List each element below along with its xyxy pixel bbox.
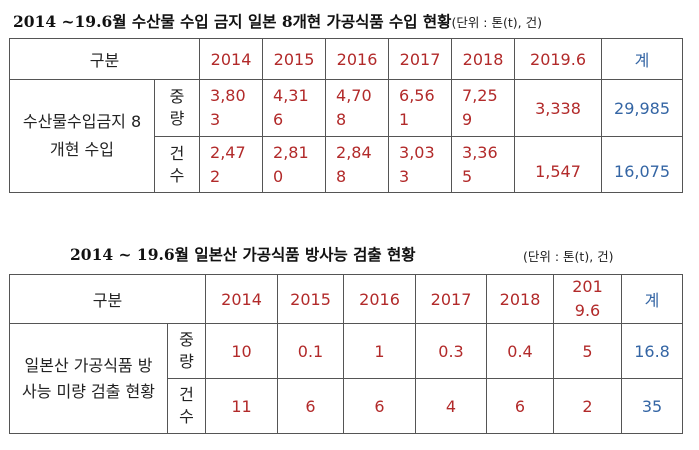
cell-value: 4,316 (262, 79, 327, 137)
cell-value: 2 (553, 378, 623, 434)
header-total: 계 (621, 274, 684, 324)
cell-total: 16.8 (621, 323, 684, 379)
cell-value: 3,338 (514, 79, 603, 137)
cell-value: 6 (343, 378, 417, 434)
cell-value: 2,810 (262, 136, 327, 193)
table1-title: 2014 ~19.6월 수산물 수입 금지 일본 8개현 가공식품 수입 현황(… (13, 12, 542, 31)
header-year: 2015 (262, 38, 327, 80)
cell-value: 6 (277, 378, 345, 434)
cell-value: 7,259 (451, 79, 516, 137)
cell-total: 16,075 (601, 136, 684, 193)
cell-value: 1 (343, 323, 417, 379)
header-year: 2019.6 (514, 38, 603, 80)
table-row: 건수 2,472 2,810 2,848 3,033 3,365 1,547 1… (10, 136, 684, 193)
header-year: 2014 (205, 274, 279, 324)
cell-total: 29,985 (601, 79, 684, 137)
table-row: 건수 11 6 6 4 6 2 35 (10, 378, 684, 434)
table2-header-row: 구분 2014 2015 2016 2017 2018 2019.6 계 (8, 274, 684, 324)
header-year: 2017 (388, 38, 453, 80)
row-sub-label: 중량 (166, 323, 207, 379)
row-sub-label: 건수 (153, 136, 201, 193)
cell-value: 0.3 (415, 323, 488, 379)
cell-value: 6 (486, 378, 555, 434)
import-status-table: 구분 2014 2015 2016 2017 2018 2019.6 계 수산물… (8, 38, 684, 193)
header-year: 2015 (277, 274, 345, 324)
table2-title: 2014 ~ 19.6월 일본산 가공식품 방사능 검출 현황 (70, 245, 416, 264)
table1-header-row: 구분 2014 2015 2016 2017 2018 2019.6 계 (8, 38, 684, 80)
header-total: 계 (601, 38, 684, 80)
header-year: 2017 (415, 274, 488, 324)
header-year: 2014 (199, 38, 264, 80)
cell-value: 0.4 (486, 323, 555, 379)
cell-value: 2,848 (325, 136, 390, 193)
row-group-label: 수산물수입금지 8개현 수입 (9, 79, 155, 193)
cell-value: 3,803 (199, 79, 264, 137)
header-label: 구분 (8, 38, 201, 80)
header-year: 2019.6 (553, 274, 623, 324)
table1-unit: (단위 : 톤(t), 건) (451, 15, 542, 30)
cell-value: 3,033 (388, 136, 453, 193)
row-sub-label: 건수 (166, 378, 207, 434)
table-row: 일본산 가공식품 방사능 미량 검출 현황 중량 10 0.1 1 0.3 0.… (9, 323, 684, 434)
cell-value: 6,561 (388, 79, 453, 137)
cell-value: 10 (205, 323, 279, 379)
header-label: 구분 (8, 274, 207, 324)
table-row: 수산물수입금지 8개현 수입 중량 3,803 4,316 4,708 6,56… (9, 79, 684, 193)
cell-value: 11 (205, 378, 279, 434)
radiation-detection-table: 구분 2014 2015 2016 2017 2018 2019.6 계 일본산… (8, 274, 684, 434)
row-sub-label: 중량 (153, 79, 201, 137)
header-year: 2016 (343, 274, 417, 324)
cell-value: 5 (553, 323, 623, 379)
header-year: 2018 (451, 38, 516, 80)
cell-value: 1,547 (514, 136, 603, 193)
cell-value: 2,472 (199, 136, 264, 193)
cell-value: 0.1 (277, 323, 345, 379)
header-year: 2018 (486, 274, 555, 324)
header-year: 2016 (325, 38, 390, 80)
cell-total: 35 (621, 378, 684, 434)
cell-value: 3,365 (451, 136, 516, 193)
cell-value: 4 (415, 378, 488, 434)
row-group-label: 일본산 가공식품 방사능 미량 검출 현황 (9, 323, 168, 434)
table2-unit: (단위 : 톤(t), 건) (523, 249, 614, 264)
cell-value: 4,708 (325, 79, 390, 137)
